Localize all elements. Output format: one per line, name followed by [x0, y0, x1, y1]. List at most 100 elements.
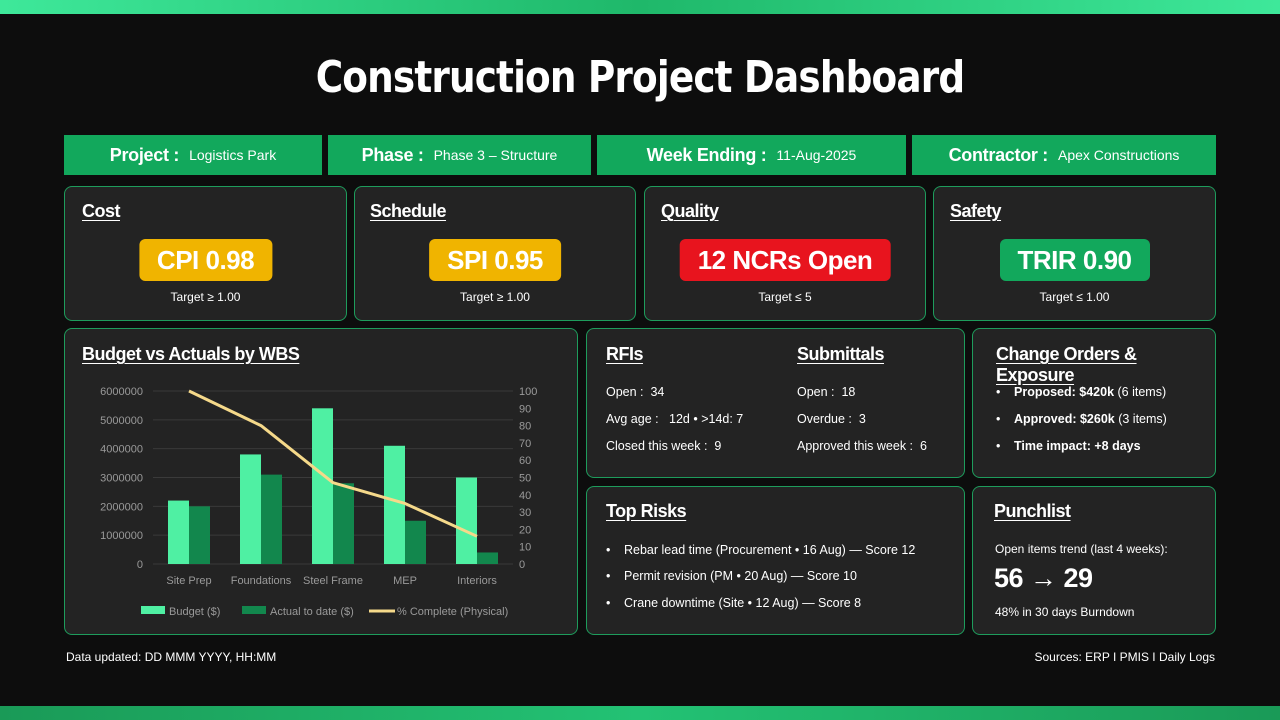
y-right-tick-label: 50 [519, 473, 531, 485]
info-project: Project : Logistics Park [64, 135, 322, 175]
y-left-tick-label: 5000000 [100, 415, 143, 427]
submittals-value: 3 [858, 412, 866, 426]
info-contractor: Contractor : Apex Constructions [912, 135, 1216, 175]
kpi-badge: 12 NCRs Open [679, 239, 891, 281]
rfi-open: Open : 34 [606, 385, 664, 399]
kpi-card-cost: Cost CPI 0.98 Target ≥ 1.00 [64, 186, 347, 321]
legend-label-budget: Budget ($) [169, 606, 220, 618]
punchlist-panel: Punchlist Open items trend (last 4 weeks… [972, 486, 1216, 635]
info-week-ending: Week Ending : 11-Aug-2025 [597, 135, 906, 175]
submittals-open: Open : 18 [797, 385, 855, 399]
kpi-card-schedule: Schedule SPI 0.95 Target ≥ 1.00 [354, 186, 636, 321]
budget-bar [240, 454, 261, 564]
submittals-label: Approved this week : [797, 439, 914, 453]
y-right-tick-label: 40 [519, 490, 531, 502]
y-right-tick-label: 10 [519, 542, 531, 554]
kpi-target: Target ≥ 1.00 [460, 290, 530, 304]
rfi-label: Avg age : [606, 412, 659, 426]
rfi-avg-age: Avg age : 12d • >14d: 7 [606, 412, 743, 426]
change-order-item: Time impact: +8 days [996, 439, 1141, 453]
y-right-tick-label: 70 [519, 438, 531, 450]
rfi-submittals-panel: RFIs Open : 34 Avg age : 12d • >14d: 7 C… [586, 328, 965, 478]
data-updated-note: Data updated: DD MMM YYYY, HH:MM [66, 650, 277, 664]
y-right-tick-label: 90 [519, 403, 531, 415]
info-value: 11-Aug-2025 [776, 147, 857, 163]
kpi-badge: SPI 0.95 [429, 239, 561, 281]
kpi-target: Target ≤ 1.00 [1039, 290, 1110, 304]
page-title: Construction Project Dashboard [315, 52, 965, 103]
rfi-closed-week: Closed this week : 9 [606, 439, 721, 453]
submittals-approved-week: Approved this week : 6 [797, 439, 927, 453]
risk-item: Permit revision (PM • 20 Aug) — Score 10 [606, 569, 857, 583]
kpi-badge: TRIR 0.90 [999, 239, 1150, 281]
y-right-tick-label: 0 [519, 559, 525, 571]
change-order-item: Proposed: $420k (6 items) [996, 385, 1166, 399]
submittals-label: Overdue : [797, 412, 852, 426]
submittals-title: Submittals [797, 344, 885, 364]
budget-chart: 0 1000000 2000000 3000000 4000000 5000000 6000… [100, 386, 537, 618]
submittals-value: 18 [841, 385, 856, 399]
actual-bar [261, 474, 282, 564]
punchlist-trend-label: Open items trend (last 4 weeks): [995, 542, 1168, 556]
punchlist-trend: 56 → 29 [994, 563, 1093, 593]
budget-chart-panel: Budget vs Actuals by WBS 0 1000000 2000000… [64, 328, 578, 635]
y-left-tick-label: 4000000 [100, 444, 143, 456]
submittals-value: 6 [920, 439, 927, 453]
risk-item: Rebar lead time (Procurement • 16 Aug) —… [606, 543, 915, 557]
submittals-label: Open : [797, 385, 835, 399]
info-value: Logistics Park [189, 147, 277, 163]
legend-swatch-actual [242, 606, 266, 614]
rfi-label: Closed this week : [606, 439, 708, 453]
rfi-value: 12d • >14d: 7 [669, 412, 744, 426]
punchlist-burndown: 48% in 30 days Burndown [995, 605, 1135, 619]
info-phase: Phase : Phase 3 – Structure [328, 135, 591, 175]
legend-label-actual: Actual to date ($) [270, 606, 354, 618]
y-right-tick-label: 20 [519, 524, 531, 536]
info-label: Week Ending : [646, 144, 767, 165]
y-left-tick-label: 3000000 [100, 473, 143, 485]
kpi-title: Quality [661, 201, 719, 221]
submittals-overdue: Overdue : 3 [797, 412, 866, 426]
actual-bar [477, 552, 498, 564]
actual-bar [333, 483, 354, 564]
x-tick-label: Interiors [457, 575, 497, 587]
y-left-tick-label: 1000000 [100, 530, 143, 542]
budget-bar [456, 477, 477, 564]
x-tick-label: MEP [393, 575, 417, 587]
kpi-card-quality: Quality 12 NCRs Open Target ≤ 5 [644, 186, 926, 321]
budget-bar [384, 445, 405, 564]
rfis-title: RFIs [606, 344, 644, 364]
actual-bar [189, 506, 210, 564]
budget-bar [168, 500, 189, 564]
kpi-target: Target ≤ 5 [758, 290, 812, 304]
kpi-title: Cost [82, 201, 121, 221]
rfi-value: 9 [714, 439, 722, 453]
y-left-tick-label: 0 [137, 559, 143, 571]
percent-complete-line [188, 389, 478, 538]
rfi-value: 34 [650, 385, 665, 399]
y-left-tick-label: 6000000 [100, 386, 143, 398]
panel-title: Top Risks [606, 501, 687, 521]
y-right-tick-label: 80 [519, 421, 531, 433]
info-label: Contractor : [948, 144, 1049, 165]
top-risks-panel: Top Risks Rebar lead time (Procurement •… [586, 486, 965, 635]
panel-title: Budget vs Actuals by WBS [82, 344, 300, 364]
sources-note: Sources: ERP I PMIS I Daily Logs [1034, 650, 1215, 664]
top-accent-bar [0, 0, 1280, 14]
info-label: Phase : [361, 144, 424, 165]
x-tick-label: Foundations [231, 575, 292, 587]
info-label: Project : [109, 144, 180, 165]
kpi-target: Target ≥ 1.00 [170, 290, 241, 304]
panel-title: Change Orders & Exposure [996, 344, 1137, 385]
info-value: Apex Constructions [1058, 147, 1180, 163]
x-tick-label: Steel Frame [303, 575, 363, 587]
kpi-title: Schedule [370, 201, 447, 221]
budget-bar [312, 408, 333, 564]
y-right-tick-label: 100 [519, 386, 537, 398]
y-right-tick-label: 30 [519, 507, 531, 519]
y-right-tick-label: 60 [519, 455, 531, 467]
kpi-card-safety: Safety TRIR 0.90 Target ≤ 1.00 [933, 186, 1216, 321]
legend-label-percent: % Complete (Physical) [397, 606, 508, 618]
legend-swatch-budget [141, 606, 165, 614]
risk-item: Crane downtime (Site • 12 Aug) — Score 8 [606, 596, 861, 610]
